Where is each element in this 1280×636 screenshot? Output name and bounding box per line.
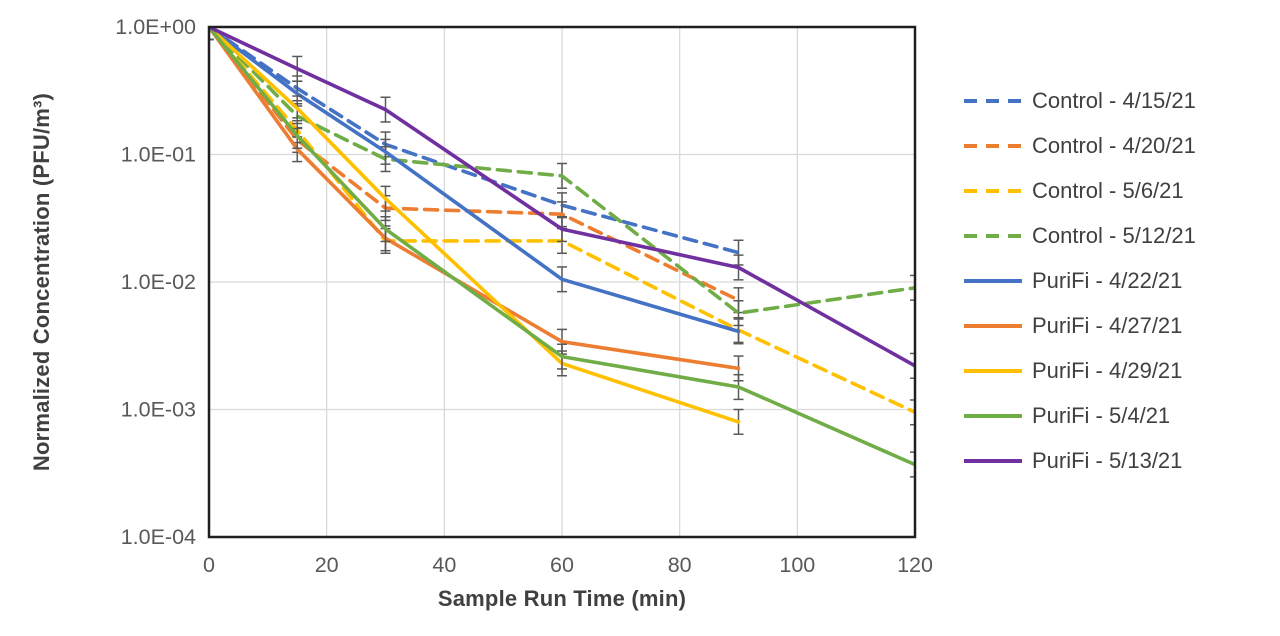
x-axis-title: Sample Run Time (min) — [437, 586, 687, 611]
x-tick-label: 80 — [668, 553, 692, 577]
legend-item: Control - 4/15/21 — [963, 86, 1196, 116]
legend-label: Control - 4/15/21 — [1032, 88, 1196, 113]
legend-solid-line-swatch — [964, 414, 1022, 418]
legend-item: PuriFi - 4/27/21 — [963, 311, 1182, 341]
x-tick-label: 20 — [315, 553, 339, 577]
series-line — [208, 26, 916, 368]
legend-label: PuriFi - 5/13/21 — [1032, 448, 1183, 473]
x-tick-label: 0 — [203, 553, 215, 577]
legend-solid-line-swatch — [964, 369, 1022, 373]
legend-item: Control - 4/20/21 — [963, 131, 1196, 161]
legend-label: Control - 5/12/21 — [1032, 223, 1196, 248]
y-tick-label: 1.0E-04 — [121, 525, 196, 549]
chart-legend: Control - 4/15/21 Control - 4/20/21 Contro… — [963, 0, 1273, 636]
legend-dashed-line-swatch — [964, 189, 1022, 193]
y-axis-title: Normalized Concentration (PFU/m³) — [29, 92, 54, 472]
legend-label: PuriFi - 5/4/21 — [1032, 403, 1171, 428]
legend-item: PuriFi - 4/22/21 — [963, 266, 1182, 296]
series-line — [208, 26, 741, 334]
series-line — [208, 26, 916, 467]
series-line — [208, 26, 916, 315]
legend-item: PuriFi - 4/29/21 — [963, 356, 1182, 386]
x-tick-label: 120 — [897, 553, 933, 577]
legend-label: PuriFi - 4/27/21 — [1032, 313, 1183, 338]
y-tick-label: 1.0E-02 — [121, 270, 196, 294]
legend-item: Control - 5/12/21 — [963, 221, 1196, 251]
legend-solid-line-swatch — [964, 459, 1022, 463]
y-tick-label: 1.0E-01 — [121, 143, 196, 167]
legend-label: PuriFi - 4/22/21 — [1032, 268, 1183, 293]
legend-dashed-line-swatch — [964, 99, 1022, 103]
x-tick-label: 100 — [779, 553, 815, 577]
legend-item: PuriFi - 5/4/21 — [963, 401, 1170, 431]
legend-label: Control - 5/6/21 — [1032, 178, 1184, 203]
legend-label: Control - 4/20/21 — [1032, 133, 1196, 158]
legend-solid-line-swatch — [964, 279, 1022, 283]
legend-solid-line-swatch — [964, 324, 1022, 328]
x-tick-label: 40 — [432, 553, 456, 577]
legend-label: PuriFi - 4/29/21 — [1032, 358, 1183, 383]
legend-item: Control - 5/6/21 — [963, 176, 1184, 206]
series-group — [208, 26, 916, 478]
legend-dashed-line-swatch — [964, 234, 1022, 238]
series-line — [208, 26, 916, 415]
y-tick-label: 1.0E+00 — [115, 15, 196, 39]
x-tick-label: 60 — [550, 553, 574, 577]
series-line — [208, 26, 741, 424]
plot-border — [207, 25, 917, 539]
y-tick-label: 1.0E-03 — [121, 398, 196, 422]
legend-dashed-line-swatch — [964, 144, 1022, 148]
legend-item: PuriFi - 5/13/21 — [963, 446, 1182, 476]
